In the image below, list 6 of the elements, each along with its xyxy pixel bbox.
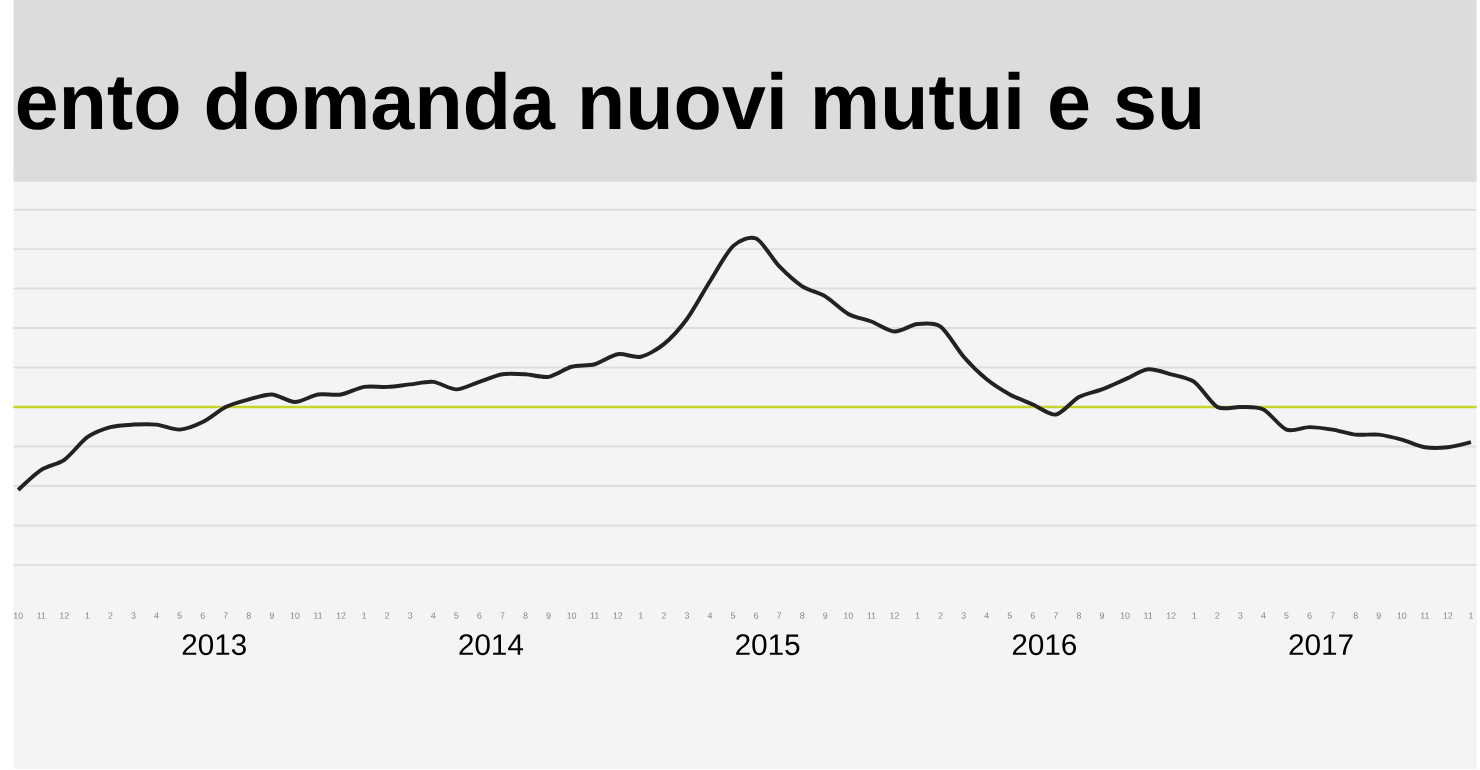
text: 2016 (1012, 634, 1077, 656)
text: 2014 (459, 634, 524, 656)
text: 2013 (182, 634, 246, 656)
chart-title: ento domanda nuovi mutui e su (17, 72, 1201, 131)
text: 2015 (736, 634, 800, 656)
text: 2017 (1289, 634, 1353, 656)
